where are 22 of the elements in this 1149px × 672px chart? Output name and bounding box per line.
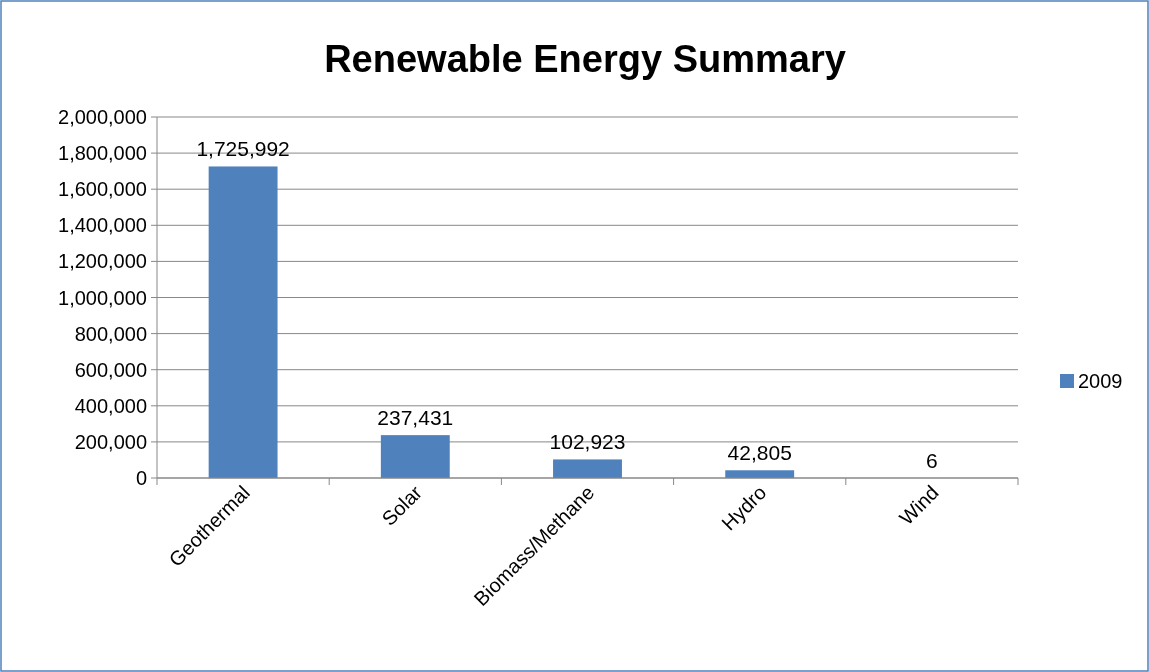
text: 102,923 xyxy=(549,430,626,454)
y-tick-label: 1,000,000 xyxy=(58,286,147,309)
text: 1,725,992 xyxy=(196,137,290,161)
y-tick-label: 200,000 xyxy=(74,430,147,453)
text: 6 xyxy=(926,449,938,472)
y-tick-label: 0 xyxy=(135,467,147,489)
bar xyxy=(553,459,622,478)
legend-label: 2009 xyxy=(1078,370,1123,392)
y-tick-label: 800,000 xyxy=(74,322,147,345)
y-tick-label: 1,800,000 xyxy=(58,142,147,165)
bar xyxy=(208,166,278,478)
y-tick-label: 400,000 xyxy=(74,394,147,417)
chart-title: Renewable Energy Summary xyxy=(324,38,846,80)
bar xyxy=(725,470,795,478)
y-tick-label: 600,000 xyxy=(74,358,147,381)
y-tick-label: 2,000,000 xyxy=(58,106,147,128)
y-tick-label: 1,600,000 xyxy=(58,178,147,201)
text: 237,431 xyxy=(377,406,454,430)
bar xyxy=(380,435,450,478)
y-tick-label: 1,400,000 xyxy=(58,214,147,237)
text: 42,805 xyxy=(727,441,792,465)
y-tick-label: 1,200,000 xyxy=(58,250,147,273)
